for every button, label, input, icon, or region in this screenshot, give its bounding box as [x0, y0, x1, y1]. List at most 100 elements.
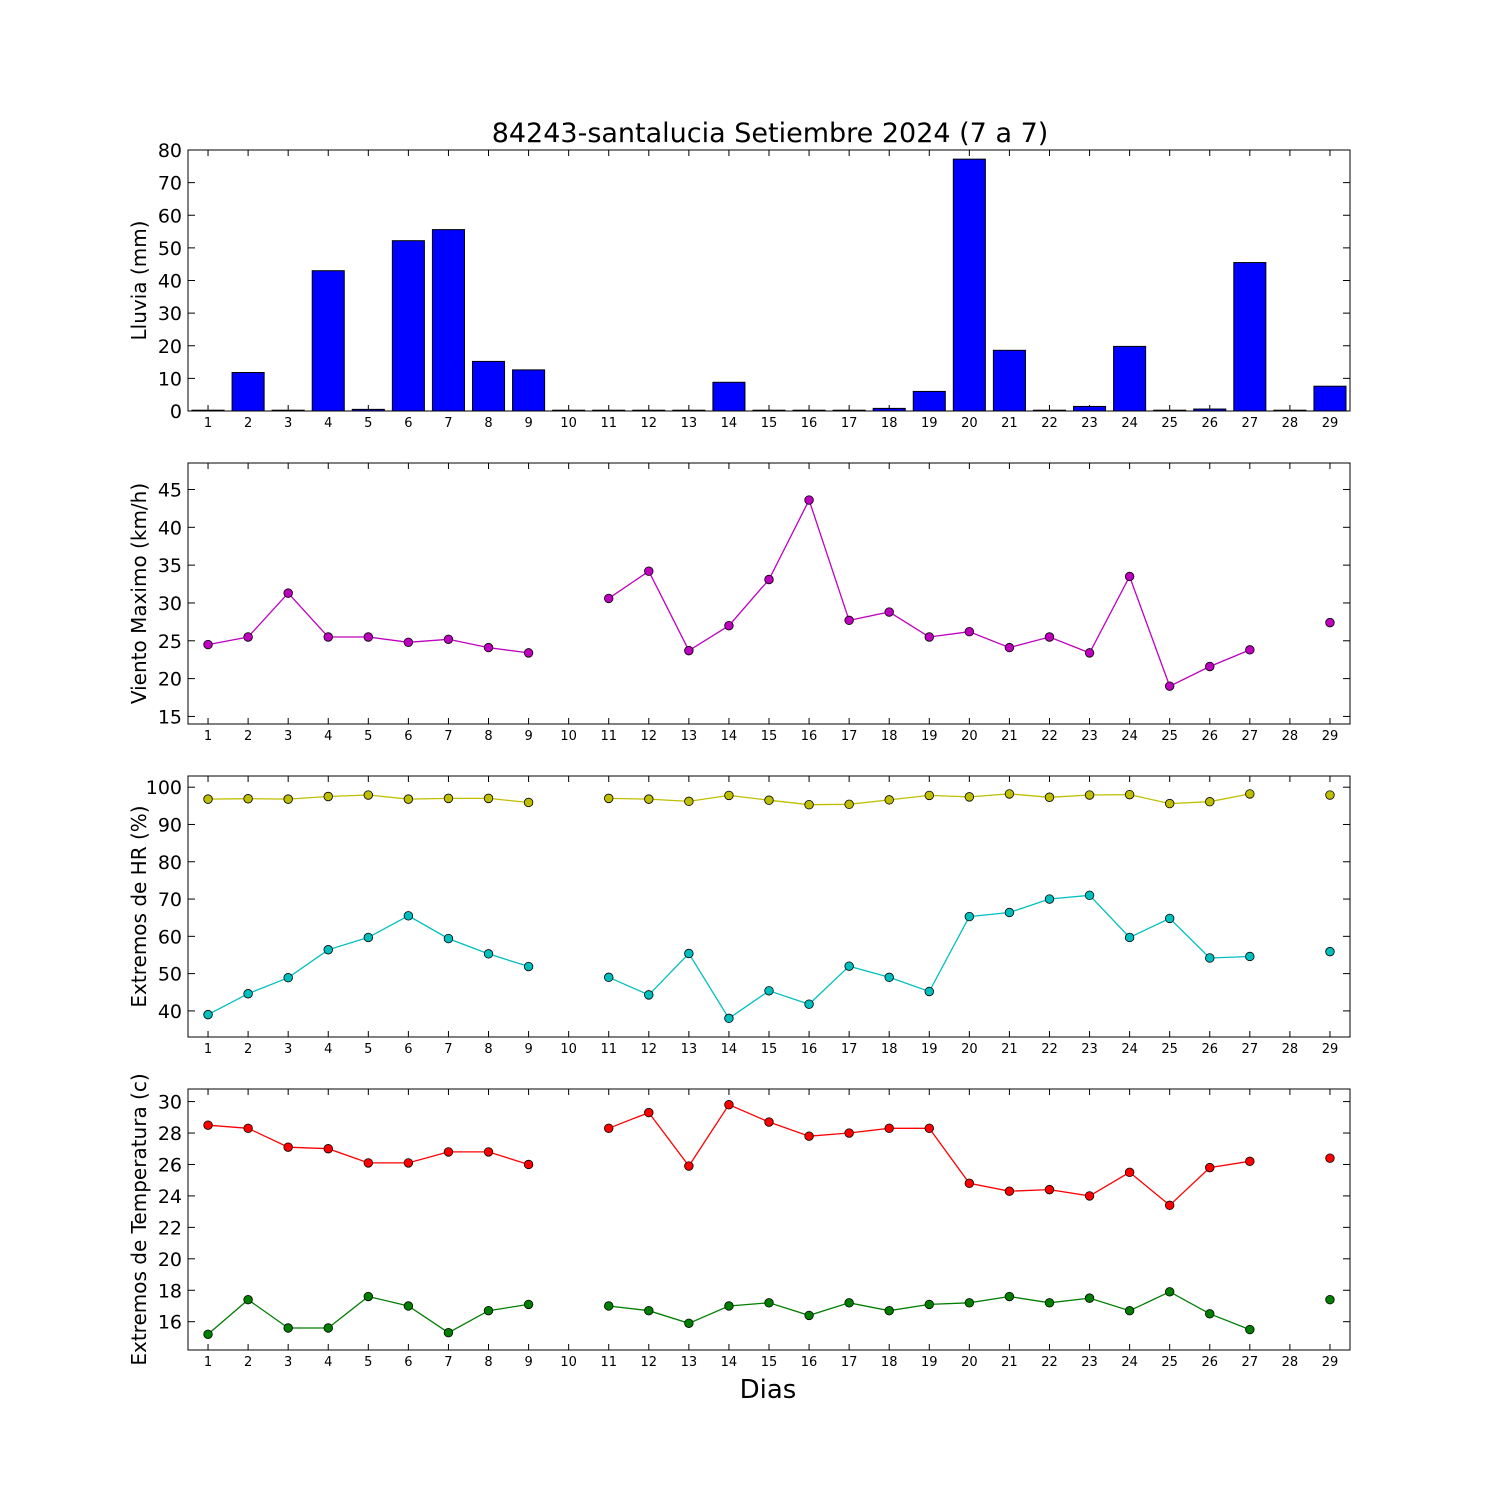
x-tick-label: 15: [761, 1042, 778, 1057]
bar: [231, 372, 265, 412]
x-tick-label: 10: [560, 1042, 577, 1057]
data-point: [1044, 632, 1055, 642]
x-tick-label: 27: [1242, 729, 1259, 744]
data-point: [844, 1298, 854, 1308]
y-tick-label: 90: [158, 814, 182, 836]
data-point: [243, 794, 253, 804]
data-point: [283, 973, 293, 983]
data-point: [1084, 890, 1095, 901]
x-tick-label: 2: [244, 1355, 252, 1370]
data-point: [964, 627, 975, 637]
data-point: [323, 632, 333, 642]
plot-frame: [187, 775, 1351, 1038]
bar: [351, 408, 385, 412]
y-tick-label: 20: [158, 336, 182, 358]
data-point: [243, 989, 253, 999]
x-tick-label: 25: [1161, 1042, 1178, 1057]
y-tick-label: 70: [158, 173, 182, 195]
data-point: [1325, 617, 1335, 628]
y-tick-label: 22: [158, 1217, 182, 1239]
y-axis-label: Lluvia (mm): [127, 221, 151, 341]
data-point: [1205, 1162, 1215, 1173]
x-tick-label: 1: [204, 1355, 212, 1370]
x-tick-label: 20: [961, 1042, 978, 1057]
x-tick-label: 8: [484, 416, 492, 431]
data-point: [1245, 789, 1255, 799]
x-tick-label: 27: [1242, 416, 1259, 431]
data-point: [243, 1294, 253, 1305]
data-point: [844, 615, 854, 626]
x-tick-label: 24: [1121, 729, 1138, 744]
data-point: [964, 792, 975, 802]
x-tick-label: 6: [404, 416, 412, 431]
data-point: [1004, 1186, 1015, 1196]
data-point: [844, 799, 854, 810]
data-point: [964, 911, 975, 922]
bar: [191, 409, 225, 412]
data-point: [483, 949, 494, 959]
y-tick-label: 30: [158, 593, 182, 615]
data-point: [443, 793, 454, 804]
data-point: [483, 1147, 494, 1157]
data-point: [644, 566, 654, 576]
x-tick-label: 2: [244, 729, 252, 744]
x-tick-label: 1: [204, 1042, 212, 1057]
x-tick-label: 12: [641, 1355, 658, 1370]
plot-frame: [187, 462, 1351, 725]
x-axis-label: Dias: [740, 1375, 797, 1405]
data-point: [1004, 1291, 1015, 1302]
bar: [1233, 262, 1267, 412]
x-tick-label: 17: [841, 1042, 858, 1057]
data-point: [804, 800, 814, 810]
data-point: [323, 1144, 333, 1154]
series-line: [608, 1291, 1251, 1331]
data-point: [924, 632, 934, 642]
data-point: [363, 790, 374, 800]
x-tick-label: 24: [1121, 416, 1138, 431]
data-point: [884, 795, 894, 805]
x-tick-label: 2: [244, 1042, 252, 1057]
bar: [1273, 409, 1307, 412]
data-point: [1325, 790, 1335, 800]
data-point: [884, 607, 894, 617]
y-tick-label: 100: [146, 777, 182, 799]
x-tick-label: 2: [244, 416, 252, 431]
data-point: [443, 634, 454, 644]
x-tick-label: 7: [444, 1355, 452, 1370]
data-point: [523, 648, 534, 658]
x-tick-label: 18: [881, 1355, 898, 1370]
x-tick-label: 3: [284, 729, 292, 744]
data-point: [203, 794, 213, 804]
data-point: [203, 1329, 213, 1339]
data-point: [403, 1158, 414, 1168]
x-tick-label: 22: [1041, 1355, 1058, 1370]
data-point: [1044, 1298, 1055, 1308]
x-tick-label: 8: [484, 1355, 492, 1370]
x-tick-label: 15: [761, 729, 778, 744]
data-point: [684, 645, 694, 656]
chart-title: 84243-santalucia Setiembre 2024 (7 a 7): [492, 118, 1049, 149]
bar: [431, 229, 465, 412]
data-point: [203, 1009, 213, 1020]
y-tick-label: 80: [158, 852, 182, 874]
data-point: [1124, 571, 1135, 582]
data-point: [684, 796, 694, 807]
series-line: [207, 915, 529, 1016]
x-tick-label: 18: [881, 1042, 898, 1057]
x-tick-label: 6: [404, 1042, 412, 1057]
data-point: [483, 642, 494, 653]
data-point: [1205, 661, 1215, 672]
x-tick-label: 14: [721, 416, 738, 431]
x-tick-label: 6: [404, 1355, 412, 1370]
bar: [752, 409, 786, 412]
data-point: [363, 932, 374, 943]
data-point: [1164, 681, 1175, 691]
x-tick-label: 4: [324, 1355, 332, 1370]
data-point: [1084, 790, 1095, 800]
x-tick-label: 5: [364, 416, 372, 431]
y-tick-label: 60: [158, 205, 182, 227]
data-point: [523, 961, 534, 972]
x-tick-label: 3: [284, 416, 292, 431]
x-tick-label: 14: [721, 1355, 738, 1370]
data-point: [764, 795, 774, 805]
